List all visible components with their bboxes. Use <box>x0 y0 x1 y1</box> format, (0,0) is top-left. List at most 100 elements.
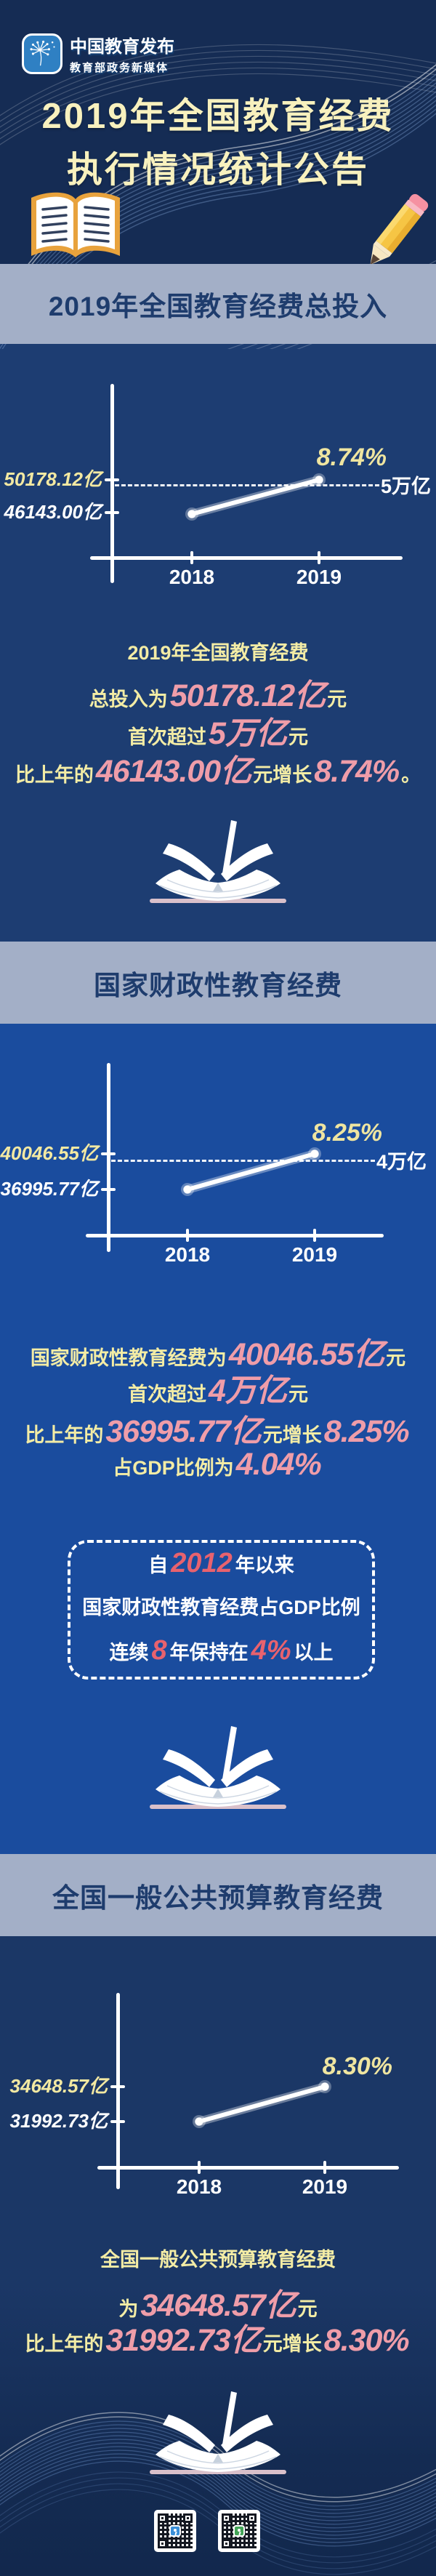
x-axis-tick <box>318 551 320 564</box>
app-logo: 中国教育发布 教育部政务新媒体 <box>22 32 174 75</box>
x-axis-line <box>97 2166 399 2170</box>
text-run: 2012 <box>171 1548 233 1578</box>
pencil-icon <box>370 193 429 265</box>
text-run: 46143.00亿 <box>95 754 251 789</box>
text-line: 国家财政性教育经费为 40046.55亿元 <box>0 1329 436 1372</box>
section3-text-block: 全国一般公共预算教育经费 为 34648.57亿元 比上年的 31992.73亿 元增… <box>0 2244 436 2358</box>
x-tick-label-2019: 2019 <box>296 566 342 588</box>
qr-finder-icon <box>222 2513 231 2523</box>
page-title-line1: 2019年全国教育经费 <box>41 97 395 136</box>
text-line: 首次超过 4万亿元 <box>0 1365 436 1408</box>
text-run: 以上 <box>294 1642 334 1664</box>
x-axis-line <box>90 556 403 560</box>
text-line: 首次超过 5万亿元 <box>0 708 436 751</box>
y-axis-tick <box>101 1188 116 1191</box>
text-line: 为 34648.57亿元 <box>0 2280 436 2323</box>
x-axis-tick <box>198 2161 201 2174</box>
y-tick-label-bottom: 31992.73亿 <box>9 2110 108 2132</box>
section1-background <box>0 344 436 942</box>
growth-rate-label: 8.25% <box>312 1119 382 1147</box>
text-run: 元增长 <box>253 764 312 786</box>
y-tick-label-top: 50178.12亿 <box>4 468 102 490</box>
x-axis-tick <box>323 2161 326 2174</box>
growth-rate-label: 8.74% <box>316 444 387 471</box>
x-axis-tick <box>313 1229 316 1242</box>
leaf-icon <box>233 2525 245 2537</box>
text-run: 年保持在 <box>169 1642 249 1664</box>
reference-dashed-line <box>115 484 379 486</box>
text-run: 占GDP比例为 <box>113 1457 234 1479</box>
x-axis-tick <box>190 551 193 564</box>
text-run: 全国一般公共预算教育经费 <box>100 2249 336 2271</box>
text-run: 4.04% <box>235 1447 322 1482</box>
text-line: 全国一般公共预算教育经费 <box>0 2244 436 2280</box>
text-run: 34648.57亿 <box>140 2288 296 2323</box>
qr-pattern <box>158 2513 193 2548</box>
text-run: 8 <box>151 1635 167 1666</box>
text-run: 国家财政性教育经费占GDP比例 <box>82 1597 360 1618</box>
section2-background <box>0 1024 436 1854</box>
text-line: 比上年的 36995.77亿 元增长 8.25% <box>0 1406 436 1449</box>
section2-text-block: 国家财政性教育经费为 40046.55亿元 首次超过 4万亿元 比上年的 36995.… <box>0 1329 436 1483</box>
text-run: 4% <box>251 1635 291 1666</box>
text-run: 国家财政性教育经费为 <box>30 1347 227 1369</box>
dandelion-icon <box>22 33 62 74</box>
text-line: 比上年的 46143.00亿 元增长 8.74%。 <box>0 746 436 789</box>
section3-band: 全国一般公共预算教育经费 <box>0 1854 436 1936</box>
text-run: 元 <box>297 2298 318 2320</box>
qr-code-right <box>218 2510 260 2552</box>
y-tick-label-top: 34648.57亿 <box>9 2075 108 2097</box>
text-run: 元 <box>288 1384 308 1405</box>
qr-finder-icon <box>158 2513 167 2523</box>
x-tick-label-2019: 2019 <box>302 2175 348 2198</box>
text-run: 元 <box>327 689 347 710</box>
text-run: 元 <box>386 1347 406 1369</box>
reference-line-label: 4万亿 <box>376 1151 427 1173</box>
growth-rate-label: 8.30% <box>322 2053 392 2080</box>
text-run: 40046.55亿 <box>228 1337 384 1372</box>
qr-finder-icon <box>222 2539 231 2548</box>
gdp-ratio-callout-box: 自 2012 年以来 国家财政性教育经费占GDP比例 连续 8 年保持在 4% 以上 <box>68 1540 375 1680</box>
text-line: 连续 8 年保持在 4% 以上 <box>70 1635 372 1672</box>
text-line: 总投入为 50178.12亿元 <box>0 670 436 713</box>
dandelion-icon <box>169 2525 181 2537</box>
text-run: 4万亿 <box>209 1373 287 1408</box>
chart-public-budget-education-funds: 34648.57亿 31992.73亿 8.30% 2018 2019 <box>0 1989 436 2207</box>
section1-band-title: 2019年全国教育经费总投入 <box>48 292 388 321</box>
text-run: 8.25% <box>323 1414 410 1449</box>
x-axis-tick <box>186 1229 189 1242</box>
text-run: 5万亿 <box>209 716 287 751</box>
section2-band: 国家财政性教育经费 <box>0 942 436 1024</box>
reference-line-label: 5万亿 <box>381 476 432 497</box>
page-title-line2: 执行情况统计公告 <box>66 151 369 190</box>
text-run: 50178.12亿 <box>169 678 326 713</box>
open-book-icon <box>150 820 286 903</box>
text-line: 国家财政性教育经费占GDP比例 <box>70 1592 372 1628</box>
y-tick-label-bottom: 36995.77亿 <box>0 1178 98 1200</box>
text-line: 占GDP比例为 4.04% <box>0 1447 436 1483</box>
y-tick-label-bottom: 46143.00亿 <box>4 501 102 523</box>
y-axis-line <box>110 384 114 583</box>
qr-finder-icon <box>183 2513 193 2523</box>
open-book-cover-icon <box>31 192 120 257</box>
text-run: 首次超过 <box>128 726 207 748</box>
section1-text-block: 2019年全国教育经费 总投入为 50178.12亿元 首次超过 5万亿元 比上年的… <box>0 637 436 789</box>
trend-line <box>181 1147 321 1196</box>
text-run: 元增长 <box>262 1424 322 1446</box>
section2-band-title: 国家财政性教育经费 <box>94 970 342 1000</box>
text-run: 元 <box>288 726 308 748</box>
open-book-icon <box>150 2391 286 2474</box>
qr-finder-icon <box>158 2539 167 2548</box>
qr-finder-icon <box>247 2513 257 2523</box>
trend-line <box>185 473 326 521</box>
y-axis-tick <box>105 478 119 481</box>
text-run: 比上年的 <box>25 1424 104 1446</box>
logo-title: 中国教育发布 <box>70 37 174 57</box>
text-run: 2019年全国教育经费 <box>127 642 309 664</box>
text-run: 比上年的 <box>15 764 94 786</box>
text-line: 2019年全国教育经费 <box>0 637 436 670</box>
section3-band-title: 全国一般公共预算教育经费 <box>52 1882 384 1913</box>
text-run: 首次超过 <box>128 1384 207 1405</box>
x-tick-label-2018: 2018 <box>169 566 215 588</box>
